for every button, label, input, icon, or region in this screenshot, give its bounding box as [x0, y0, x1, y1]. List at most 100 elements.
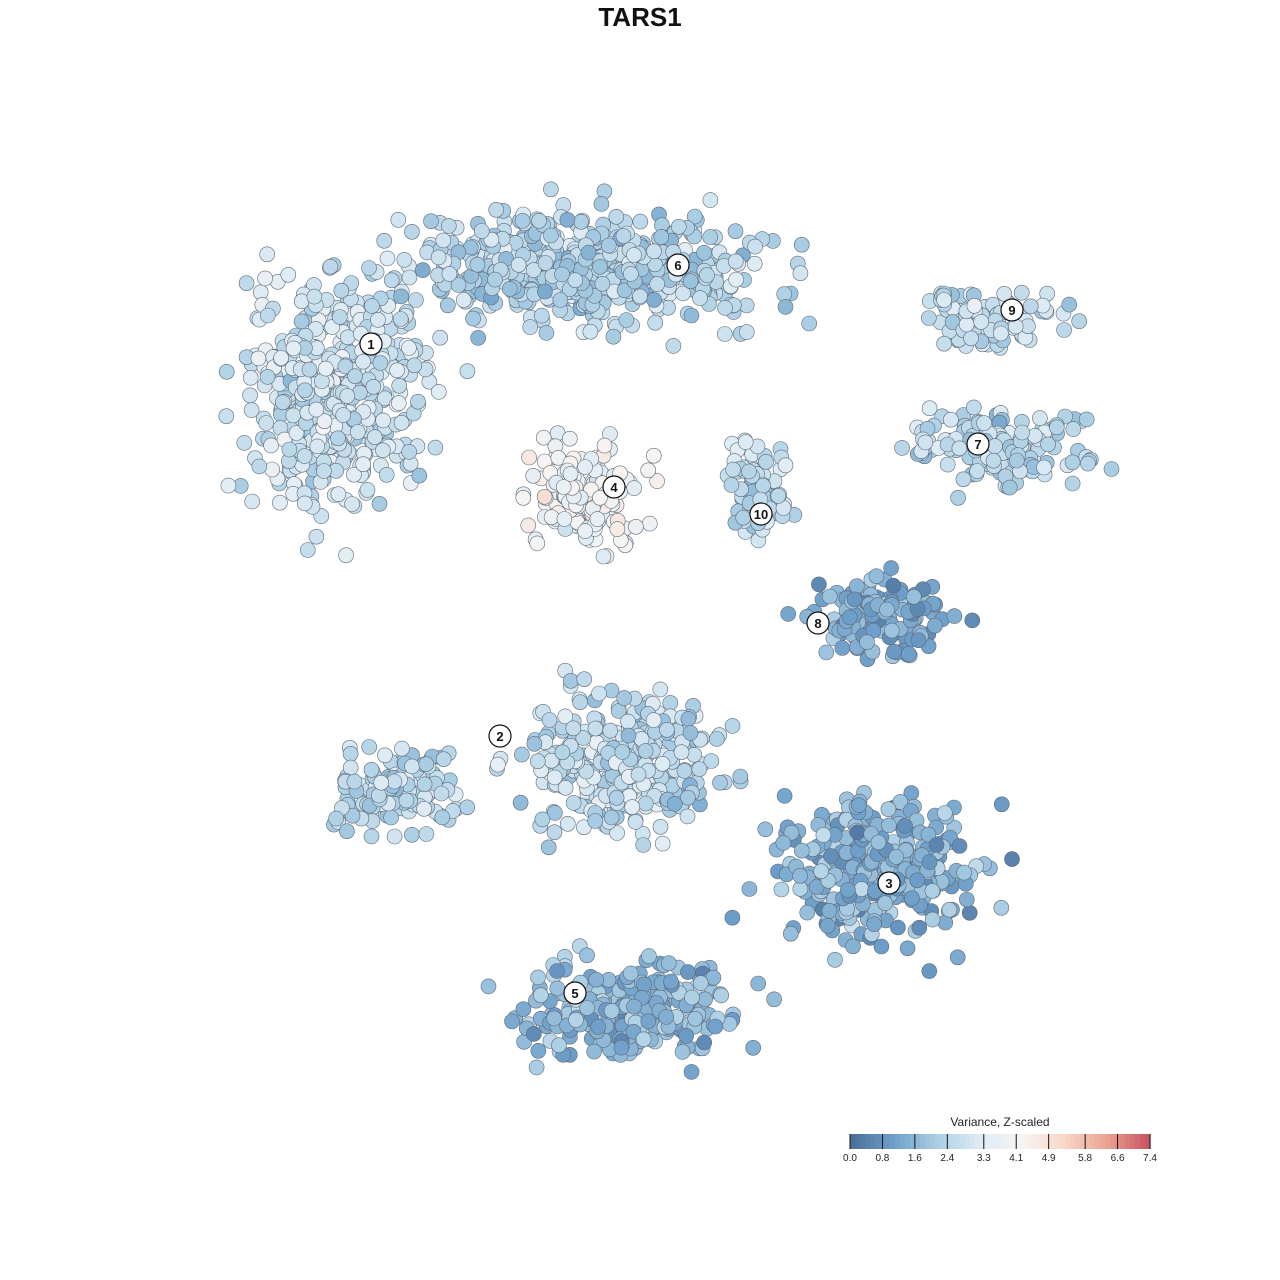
cell-point	[533, 307, 550, 324]
legend-gradient-segment	[1075, 1134, 1081, 1149]
cell-point	[632, 213, 649, 230]
cell-point	[811, 576, 827, 593]
cell-point	[676, 763, 693, 779]
cell-point	[414, 262, 431, 278]
legend-tick-label: 0.0	[843, 1153, 857, 1164]
cell-point	[565, 795, 582, 811]
cell-point	[724, 718, 741, 734]
cell-point	[372, 355, 389, 371]
cell-point	[1014, 424, 1030, 441]
cell-point	[250, 350, 267, 367]
cell-point	[775, 835, 792, 851]
cell-point	[628, 518, 644, 535]
legend-tick-label: 4.9	[1041, 1153, 1056, 1164]
cell-point	[220, 477, 237, 494]
cell-point	[773, 881, 790, 898]
cell-point	[490, 756, 506, 773]
cell-point	[966, 297, 983, 314]
legend-gradient-segment	[1060, 1134, 1066, 1149]
cell-point	[870, 834, 887, 851]
cell-point	[1061, 296, 1077, 313]
cell-point	[683, 1064, 700, 1080]
cell-point	[868, 568, 885, 585]
legend-gradient-segment	[875, 1134, 881, 1149]
cell-point	[793, 236, 810, 253]
cell-point	[626, 998, 642, 1015]
cell-point	[273, 350, 289, 366]
cell-point	[993, 796, 1010, 813]
cell-point	[440, 218, 457, 234]
cell-point	[900, 646, 917, 662]
cell-point	[577, 523, 594, 539]
cell-point	[920, 826, 937, 843]
cell-point	[680, 711, 697, 727]
cell-point	[880, 801, 897, 818]
cell-point	[339, 388, 356, 404]
cell-point	[627, 814, 644, 830]
cluster-label-text: 1	[367, 337, 374, 352]
cell-point	[993, 899, 1010, 916]
cell-point	[370, 787, 387, 804]
cell-point	[683, 307, 700, 324]
cell-point	[465, 310, 481, 327]
cell-point	[921, 854, 938, 870]
cell-point	[684, 989, 700, 1006]
cell-point	[1001, 479, 1018, 496]
cell-point	[712, 774, 728, 791]
cell-point	[536, 488, 553, 505]
cell-point	[840, 882, 856, 898]
cell-point	[430, 249, 447, 266]
cell-point	[377, 747, 393, 764]
cell-point	[626, 480, 643, 496]
legend-gradient-segment	[900, 1134, 906, 1149]
cell-point	[662, 695, 679, 711]
cell-point	[559, 212, 576, 228]
cell-point	[821, 588, 838, 605]
cell-point	[1036, 459, 1052, 476]
cell-point	[423, 213, 439, 229]
cell-point	[717, 300, 733, 316]
cell-point	[921, 963, 938, 979]
cell-point	[330, 430, 346, 447]
legend-gradient-segment	[940, 1134, 946, 1149]
cell-point	[658, 1009, 675, 1025]
cell-point	[780, 606, 797, 622]
cell-point	[609, 521, 626, 537]
cell-point	[641, 515, 658, 532]
cell-point	[568, 1012, 584, 1028]
cell-point	[949, 949, 966, 966]
cell-point	[782, 925, 799, 942]
cell-point	[393, 414, 410, 431]
cell-point	[433, 785, 450, 802]
cell-point	[708, 731, 725, 747]
cell-point	[579, 947, 595, 964]
cell-point	[546, 824, 563, 841]
cell-point	[401, 444, 418, 460]
cell-point	[799, 904, 816, 921]
cell-point	[370, 312, 386, 328]
cell-point	[383, 809, 399, 826]
cell-point	[515, 1001, 532, 1018]
cell-point	[996, 285, 1013, 302]
cell-point	[346, 466, 362, 483]
cell-point	[632, 288, 648, 305]
cell-point	[363, 828, 380, 845]
cell-point	[592, 258, 608, 275]
cell-point	[522, 319, 539, 335]
legend-gradient-segment	[1090, 1134, 1096, 1149]
cell-point	[586, 1043, 602, 1060]
cell-point	[943, 411, 959, 428]
cell-point	[339, 823, 355, 840]
cell-point	[355, 353, 371, 370]
legend-gradient-segment	[890, 1134, 896, 1149]
cell-point	[546, 769, 563, 786]
cell-point	[653, 229, 670, 245]
cell-point	[1004, 851, 1020, 867]
cell-point	[554, 266, 570, 283]
cell-point	[596, 437, 613, 454]
cell-point	[580, 244, 597, 261]
cell-point	[1008, 452, 1025, 469]
cell-point	[679, 808, 696, 825]
cell-point	[678, 1028, 695, 1044]
cell-point	[578, 763, 595, 780]
